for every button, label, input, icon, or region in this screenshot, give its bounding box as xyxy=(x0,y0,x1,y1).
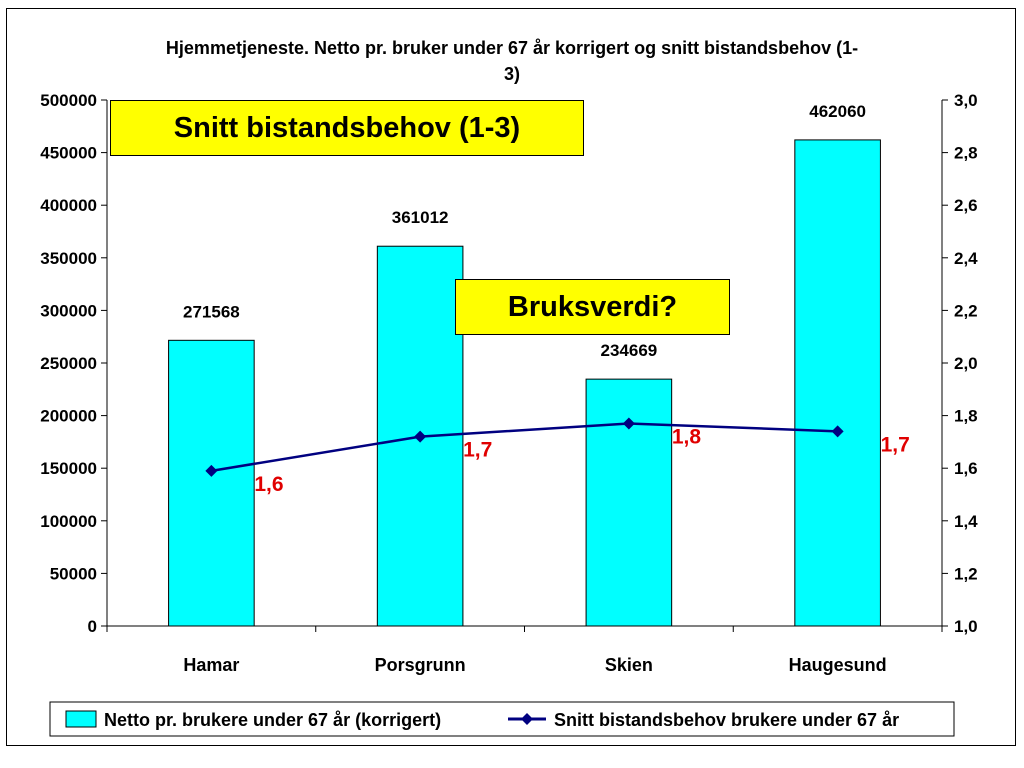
legend-bar-swatch xyxy=(65,710,97,728)
bar xyxy=(585,378,673,627)
x-category-label: Hamar xyxy=(183,655,239,675)
y-right-tick-label: 3,0 xyxy=(954,91,978,110)
bars: 271568 361012 234669 462060 xyxy=(168,102,881,627)
y-left-tick-label: 250000 xyxy=(40,354,97,373)
legend-label-line: Snitt bistandsbehov brukere under 67 år xyxy=(554,710,899,730)
line-value-label: 1,8 xyxy=(672,425,702,448)
bar xyxy=(168,339,255,627)
y-left-tick-label: 400000 xyxy=(40,196,97,215)
bar-value-label: 271568 xyxy=(183,302,240,321)
line-value-label: 1,7 xyxy=(463,439,492,462)
y-left-tick-label: 200000 xyxy=(40,407,97,426)
y-left-tick-label: 50000 xyxy=(50,564,97,583)
line-point xyxy=(414,430,427,443)
chart-title-line-2: 3) xyxy=(504,64,520,84)
chart-frame xyxy=(6,8,1016,746)
y-right-tick-label: 1,4 xyxy=(954,512,978,531)
y-right-tick-label: 2,8 xyxy=(954,144,978,163)
y-left-tick-label: 0 xyxy=(88,617,97,636)
bar-value-label: 462060 xyxy=(809,102,866,121)
bar-value-label: 234669 xyxy=(601,341,658,360)
legend: Netto pr. brukere under 67 år (korrigert… xyxy=(49,701,955,737)
bar-value-label: 361012 xyxy=(392,208,449,227)
y-left-tick-label: 500000 xyxy=(40,91,97,110)
legend-line-marker xyxy=(521,713,533,725)
y-right-tick-label: 2,6 xyxy=(954,196,978,215)
callout-snitt-bistandsbehov: Snitt bistandsbehov (1-3) xyxy=(110,100,584,156)
y-left-tick-label: 300000 xyxy=(40,301,97,320)
y-left-tick-label: 150000 xyxy=(40,459,97,478)
legend-label-bar: Netto pr. brukere under 67 år (korrigert… xyxy=(104,710,441,730)
y-right-tick-label: 1,0 xyxy=(954,617,978,636)
axes: 0 50000 100000 150000 200000 250000 300000 3500… xyxy=(40,91,978,675)
y-right-tick-label: 1,6 xyxy=(954,459,978,478)
line-value-label: 1,6 xyxy=(254,473,283,496)
line-path xyxy=(211,422,838,473)
legend-box xyxy=(49,701,955,737)
callout-bruksverdi: Bruksverdi? xyxy=(455,279,730,335)
line-value-label: 1,7 xyxy=(881,433,910,456)
x-category-label: Haugesund xyxy=(789,655,887,675)
x-category-label: Porsgrunn xyxy=(375,655,466,675)
chart-title-line-1: Hjemmetjeneste. Netto pr. bruker under 6… xyxy=(166,38,858,58)
line-point xyxy=(205,464,218,477)
line-series: 1,6 1,7 1,8 1,7 xyxy=(205,417,910,496)
y-right-tick-label: 1,2 xyxy=(954,564,978,583)
y-right-tick-label: 2,2 xyxy=(954,301,978,320)
bar xyxy=(794,139,881,627)
line-point xyxy=(622,417,635,430)
y-right-tick-label: 2,4 xyxy=(954,249,978,268)
y-right-tick-label: 1,8 xyxy=(954,407,978,426)
line-point xyxy=(831,425,844,438)
y-left-tick-label: 100000 xyxy=(40,512,97,531)
y-left-tick-label: 450000 xyxy=(40,144,97,163)
y-right-tick-label: 2,0 xyxy=(954,354,978,373)
y-left-tick-label: 350000 xyxy=(40,249,97,268)
x-category-label: Skien xyxy=(605,655,653,675)
